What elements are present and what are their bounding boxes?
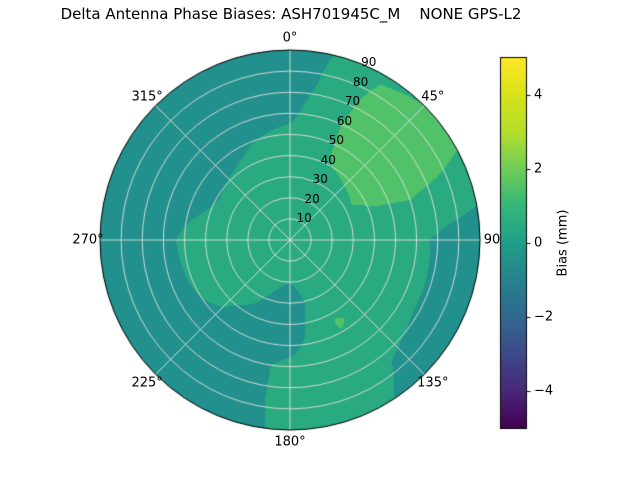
angular-tick-label: 225° — [131, 375, 163, 391]
chart-title: Delta Antenna Phase Biases: ASH701945C_M… — [60, 5, 522, 23]
angular-tick-label: 270° — [72, 232, 104, 248]
angular-tick-label: 45° — [421, 89, 445, 105]
radial-tick-label: 70 — [344, 94, 361, 109]
angular-tick-label: 135° — [417, 375, 449, 391]
radial-tick-label: 40 — [320, 152, 336, 167]
angular-tick-label: 0° — [282, 30, 298, 46]
colorbar-tick-label: 4 — [534, 87, 543, 103]
radial-tick-label: 80 — [352, 74, 369, 89]
radial-tick-label: 20 — [304, 191, 320, 206]
angular-tick-label: 315° — [131, 89, 163, 105]
radial-tick-label: 30 — [312, 172, 328, 187]
angular-tick-label: 180° — [274, 434, 306, 450]
radial-tick-label: 10 — [296, 211, 312, 226]
colorbar-tick-label: 0 — [534, 235, 543, 251]
colorbar-tick-label: 2 — [534, 161, 543, 177]
radial-tick-label: 50 — [328, 133, 345, 148]
radial-tick-label: 60 — [336, 113, 353, 128]
radial-tick-label: 90 — [361, 55, 377, 70]
colorbar-axis-label: Bias (mm) — [555, 209, 571, 277]
angular-tick-label: 90 — [483, 232, 501, 248]
colorbar-tick-label: −4 — [534, 383, 554, 399]
colorbar-tick-label: −2 — [534, 309, 554, 325]
